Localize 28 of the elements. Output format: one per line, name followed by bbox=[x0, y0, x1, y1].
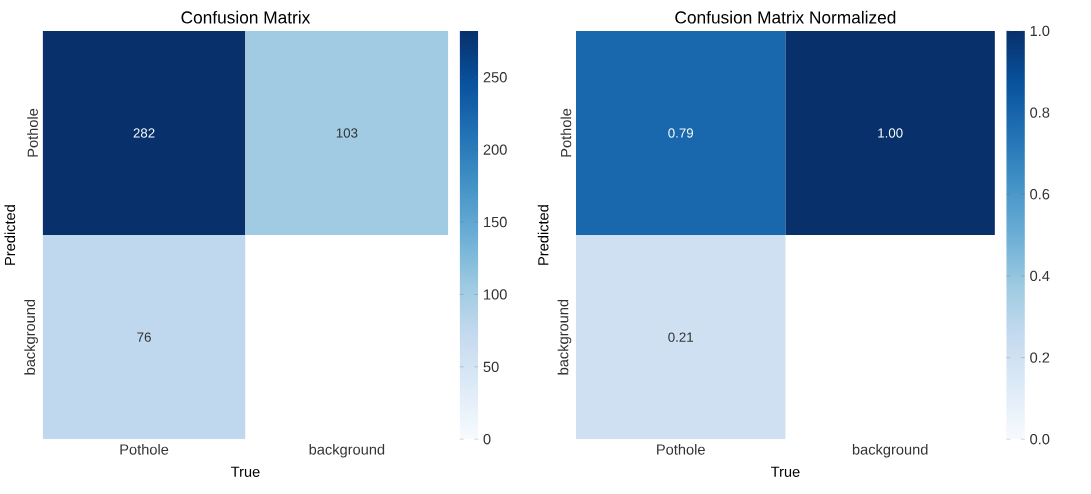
color-bar-label: 1.0 bbox=[1030, 25, 1050, 37]
data-label: 0.79 bbox=[668, 128, 694, 138]
color-bar-label: 100 bbox=[484, 289, 507, 300]
x-axis-title: True bbox=[771, 466, 800, 478]
color-bar-label: 250 bbox=[483, 72, 507, 83]
color-bar-label: 0.4 bbox=[1030, 270, 1050, 282]
color-bar-label: 0 bbox=[483, 434, 491, 445]
chart-title: Confusion Matrix bbox=[181, 10, 311, 24]
chart-title: Confusion Matrix Normalized bbox=[675, 10, 896, 24]
x-tick-label: Pothole bbox=[120, 444, 169, 455]
data-label: 1.00 bbox=[878, 128, 903, 138]
color-bar-label: 0.8 bbox=[1030, 107, 1050, 118]
color-bar-label: 200 bbox=[483, 144, 507, 155]
y-axis-title: Predicted bbox=[537, 205, 549, 265]
color-bar-label: 50 bbox=[483, 361, 499, 373]
x-tick-label: background bbox=[852, 444, 928, 458]
y-axis-title: Predicted bbox=[4, 205, 16, 265]
color-bar-label: 150 bbox=[484, 217, 507, 228]
data-label: 103 bbox=[336, 128, 358, 138]
color-bar-label: 0.0 bbox=[1030, 434, 1050, 445]
x-axis-title: True bbox=[231, 466, 260, 478]
x-tick-label: background bbox=[309, 444, 385, 458]
data-label: 282 bbox=[133, 128, 155, 138]
x-tick-label: Pothole bbox=[657, 444, 705, 455]
data-label: 0.21 bbox=[668, 332, 694, 342]
color-bar-label: 0.2 bbox=[1030, 352, 1050, 363]
color-bar-label: 0.6 bbox=[1030, 189, 1050, 200]
data-label: 76 bbox=[137, 332, 151, 342]
